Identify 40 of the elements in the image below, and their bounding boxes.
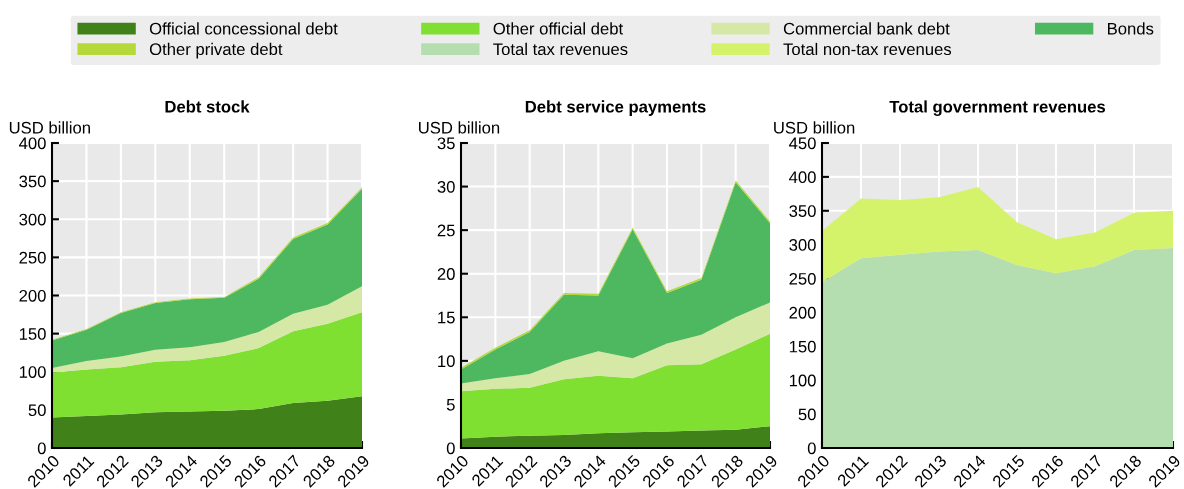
legend-label: Other private debt xyxy=(149,42,283,59)
y-tick-label: 50 xyxy=(28,404,46,417)
y-tick-label: 5 xyxy=(446,399,455,411)
y-tick-label: 0 xyxy=(446,442,455,455)
chart-title: Total government revenues xyxy=(889,100,1106,116)
legend-label: Total tax revenues xyxy=(493,42,628,56)
y-tick-label: 300 xyxy=(789,239,816,251)
y-tick-label: 300 xyxy=(19,213,46,226)
y-tick-label: 250 xyxy=(19,251,46,264)
y-tick-label: 450 xyxy=(789,137,816,150)
y-tick-label: 150 xyxy=(19,328,46,340)
y-tick-label: 15 xyxy=(438,311,455,324)
y-tick-label: 100 xyxy=(789,374,816,387)
y-tick-label: 50 xyxy=(798,408,816,421)
y-tick-label: 30 xyxy=(437,180,455,193)
y-tick-label: 350 xyxy=(19,175,46,188)
y-tick-label: 400 xyxy=(789,171,816,184)
legend-label: Total non-tax revenues xyxy=(783,42,952,56)
legend-label: Bonds xyxy=(1108,22,1154,35)
y-tick-label: 200 xyxy=(19,289,46,302)
y-tick-label: 400 xyxy=(19,137,46,150)
y-tick-label: 350 xyxy=(789,205,816,217)
y-tick-label: 100 xyxy=(19,366,46,378)
y-tick-label: 150 xyxy=(789,340,816,353)
y-tick-label: 200 xyxy=(789,306,816,319)
y-tick-label: 250 xyxy=(789,272,816,285)
y-axis-title: USD billion xyxy=(9,121,90,134)
legend-label: Official concessional debt xyxy=(149,22,338,35)
chart-title: Debt service payments xyxy=(525,100,706,116)
legend-label: Other official debt xyxy=(493,22,624,35)
chart-title: Debt stock xyxy=(165,100,250,113)
y-tick-label: 20 xyxy=(437,268,455,280)
y-tick-label: 10 xyxy=(438,355,455,368)
y-tick-label: 0 xyxy=(807,442,816,455)
y-tick-label: 25 xyxy=(437,224,455,237)
y-axis-title: USD billion xyxy=(419,121,500,134)
y-axis-title: USD billion xyxy=(774,121,855,134)
y-tick-label: 35 xyxy=(437,137,455,150)
y-tick-label: 0 xyxy=(37,442,46,455)
legend-label: Commercial bank debt xyxy=(783,22,950,35)
